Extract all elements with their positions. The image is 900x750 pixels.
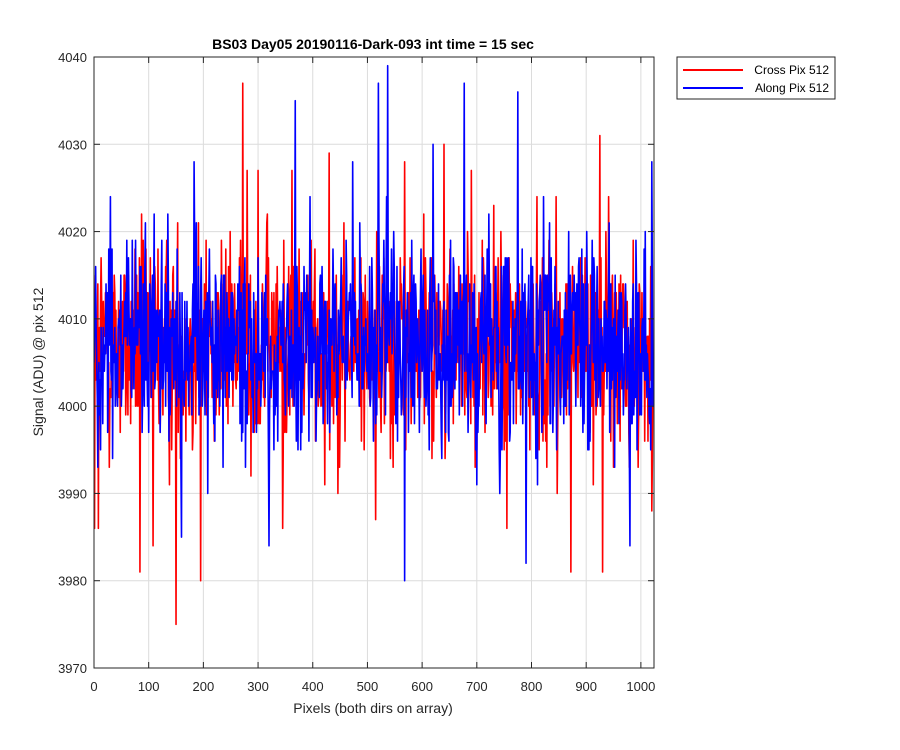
- x-tick-label: 200: [193, 679, 215, 694]
- x-tick-label: 300: [247, 679, 269, 694]
- legend-label-along: Along Pix 512: [755, 81, 829, 95]
- legend-box: [676, 56, 836, 100]
- y-tick-label: 4000: [58, 399, 87, 414]
- chart-title: BS03 Day05 20190116-Dark-093 int time = …: [212, 36, 534, 52]
- y-tick-label: 4010: [58, 312, 87, 327]
- x-tick-label: 1000: [626, 679, 655, 694]
- plot-series-group: [94, 64, 654, 626]
- y-tick-label: 3980: [58, 574, 87, 589]
- x-tick-label: 400: [302, 679, 324, 694]
- x-tick-label: 600: [411, 679, 433, 694]
- axes-frame: [93, 56, 655, 669]
- legend: Cross Pix 512 Along Pix 512: [676, 56, 836, 100]
- series-line-along-pix-512: [94, 64, 654, 582]
- y-tick-label: 3970: [58, 661, 87, 676]
- x-axis-title: Pixels (both dirs on array): [293, 700, 453, 716]
- y-tick-label: 4030: [58, 137, 87, 152]
- legend-label-cross: Cross Pix 512: [754, 63, 829, 77]
- x-tick-labels: 0 100 200 300 400 500 600 700 800 900 1000: [90, 679, 655, 694]
- x-tick-label: 800: [521, 679, 543, 694]
- y-tick-label: 4020: [58, 225, 87, 240]
- y-tick-label: 4040: [58, 50, 87, 65]
- x-tick-label: 700: [466, 679, 488, 694]
- axes-box: [93, 56, 655, 669]
- x-tick-label: 0: [90, 679, 97, 694]
- y-tick-label: 3990: [58, 486, 87, 501]
- x-tick-label: 500: [357, 679, 379, 694]
- y-axis-title: Signal (ADU) @ pix 512: [30, 287, 46, 436]
- x-tick-label: 900: [575, 679, 597, 694]
- y-tick-labels: 3970 3980 3990 4000 4010 4020 4030 4040: [58, 50, 87, 676]
- x-tick-label: 100: [138, 679, 160, 694]
